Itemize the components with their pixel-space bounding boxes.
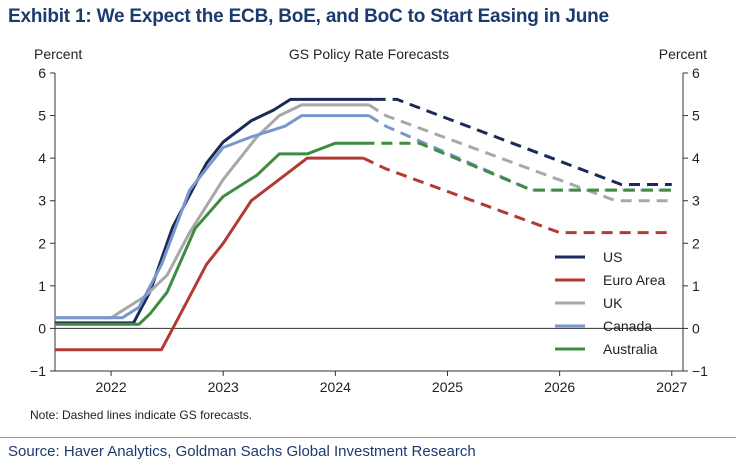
y-tick-label-right: 4	[692, 150, 700, 166]
y-tick-label-left: 3	[38, 193, 46, 209]
exhibit-title: Exhibit 1: We Expect the ECB, BoE, and B…	[8, 6, 609, 27]
y-tick-label-left: −1	[30, 363, 46, 379]
legend-label-us: US	[603, 249, 622, 265]
series-line-canada	[55, 114, 369, 320]
series-lines	[55, 97, 672, 352]
axes-group: −1 −1 0 0 1 1 2 2 3 3 4 4 5 5 6 6 2022 2023 2024 2025 2026 20…	[30, 65, 708, 395]
y-tick-label-left: 5	[38, 108, 46, 124]
x-tick-label: 2025	[432, 379, 463, 395]
y-tick-label-left: 4	[38, 150, 46, 166]
y-tick-label-left: 2	[38, 235, 46, 251]
y-tick-label-right: 3	[692, 193, 700, 209]
y-tick-label-right: 6	[692, 65, 700, 81]
y-tick-label-right: −1	[692, 363, 708, 379]
x-tick-label: 2022	[95, 379, 126, 395]
divider-line	[0, 437, 736, 438]
y-tick-label-left: 0	[38, 320, 46, 336]
series-line-uk	[55, 103, 369, 320]
legend-label-euro-area: Euro Area	[603, 272, 665, 288]
series-line-us	[55, 97, 375, 325]
legend-label-canada: Canada	[603, 318, 652, 334]
series-forecast-uk	[368, 103, 672, 203]
x-tick-label: 2027	[656, 379, 687, 395]
x-tick-label: 2026	[544, 379, 575, 395]
source-note: Source: Haver Analytics, Goldman Sachs G…	[8, 443, 476, 460]
y-tick-label-left: 1	[38, 278, 46, 294]
y-tick-label-right: 2	[692, 235, 700, 251]
left-axis-label: Percent	[34, 46, 82, 62]
y-tick-label-right: 0	[692, 320, 700, 336]
chart-note: Note: Dashed lines indicate GS forecasts…	[30, 408, 252, 422]
series-line-euro-area	[55, 156, 364, 352]
x-tick-label: 2024	[320, 379, 351, 395]
series-forecast-euro-area	[362, 156, 672, 235]
series-forecast-australia	[363, 141, 672, 192]
x-tick-label: 2023	[208, 379, 239, 395]
legend-label-uk: UK	[603, 295, 623, 311]
series-line-australia	[55, 141, 364, 326]
y-tick-label-right: 5	[692, 108, 700, 124]
legend-label-australia: Australia	[603, 341, 658, 357]
legend: US Euro Area UK Canada Australia	[555, 249, 665, 357]
chart-title: GS Policy Rate Forecasts	[289, 46, 449, 62]
right-axis-label: Percent	[659, 46, 707, 62]
y-tick-label-right: 1	[692, 278, 700, 294]
y-tick-label-left: 6	[38, 65, 46, 81]
